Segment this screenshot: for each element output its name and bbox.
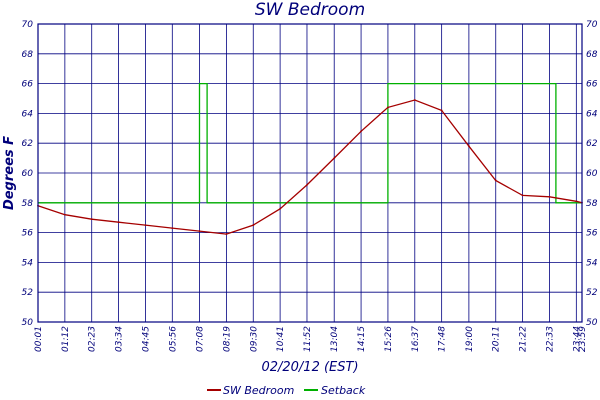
y-tick-label-left: 68 xyxy=(22,50,34,60)
data-point-sw-bedroom xyxy=(440,109,443,112)
y-tick-label-right: 70 xyxy=(586,20,598,30)
series-layer xyxy=(37,82,583,235)
y-tick-label-right: 60 xyxy=(586,169,598,179)
y-tick-label-right: 64 xyxy=(586,109,598,119)
x-tick-label: 03:34 xyxy=(115,326,125,352)
data-point-sw-bedroom xyxy=(413,99,416,101)
data-point-sw-bedroom xyxy=(360,130,362,133)
x-tick-label: 17:48 xyxy=(438,326,448,352)
data-point-sw-bedroom xyxy=(171,227,174,230)
data-point-sw-bedroom xyxy=(575,200,578,203)
y-ticks-left: 50 52 54 56 58 60 62 64 66 68 70 xyxy=(22,20,34,328)
y-tick-label-left: 70 xyxy=(22,20,34,30)
x-tick-label: 14:15 xyxy=(357,326,367,352)
y-tick-label-right: 62 xyxy=(586,139,598,149)
legend: SW Bedroom Setback xyxy=(207,384,366,397)
x-tick-label: 19:00 xyxy=(465,326,475,352)
data-point-sw-bedroom xyxy=(467,145,470,148)
y-axis-title: Degrees F xyxy=(2,136,17,210)
series-line-setback xyxy=(38,82,582,204)
plot-frame xyxy=(37,23,583,323)
x-tick-label: 13:04 xyxy=(330,326,340,352)
x-axis-title: 02/20/12 (EST) xyxy=(261,360,358,375)
x-tick-label: 00:01 xyxy=(34,326,44,352)
x-tick-label: 23:44 xyxy=(572,326,582,352)
y-tick-label-right: 54 xyxy=(586,258,598,268)
x-tick-label: 04:45 xyxy=(141,326,151,352)
y-tick-label-left: 66 xyxy=(22,80,34,90)
data-point-sw-bedroom xyxy=(333,157,336,160)
data-point-sw-bedroom xyxy=(117,221,120,224)
x-tick-label: 15:26 xyxy=(384,326,394,352)
chart-title: SW Bedroom xyxy=(255,0,365,20)
y-tick-label-left: 54 xyxy=(22,258,34,268)
y-tick-label-left: 56 xyxy=(22,229,34,239)
x-ticks: 00:01 01:12 02:23 03:34 04:45 05:56 07:08 08:19… xyxy=(34,326,588,352)
y-ticks-right: 50 52 54 56 58 60 62 64 66 68 70 xyxy=(586,20,598,328)
x-tick-label: 07:08 xyxy=(196,326,206,352)
x-tick-label: 16:37 xyxy=(411,326,421,352)
data-point-sw-bedroom xyxy=(225,233,228,235)
data-point-sw-bedroom xyxy=(90,218,93,221)
y-tick-label-left: 58 xyxy=(22,199,34,209)
series-line-sw-bedroom xyxy=(37,99,583,235)
data-point-sw-bedroom xyxy=(279,207,282,210)
y-tick-label-right: 56 xyxy=(586,229,598,239)
data-point-sw-bedroom xyxy=(548,195,551,198)
data-point-sw-bedroom xyxy=(63,213,66,216)
y-tick-label-left: 64 xyxy=(22,109,34,119)
y-tick-label-right: 66 xyxy=(586,80,598,90)
grid-lines xyxy=(37,23,583,323)
x-tick-label: 21:22 xyxy=(519,326,529,352)
data-point-sw-bedroom xyxy=(252,224,255,227)
legend-label-sw-bedroom: SW Bedroom xyxy=(223,384,294,397)
x-tick-label: 10:41 xyxy=(276,326,286,352)
y-tick-label-right: 68 xyxy=(586,50,598,60)
x-tick-label: 01:12 xyxy=(61,326,71,352)
y-tick-label-left: 52 xyxy=(22,288,34,298)
x-tick-label: 02:23 xyxy=(88,326,98,352)
x-tick-label: 22:33 xyxy=(545,326,555,352)
x-tick-label: 05:56 xyxy=(168,326,178,352)
y-tick-label-left: 50 xyxy=(22,318,34,328)
data-point-sw-bedroom xyxy=(306,184,308,186)
y-tick-label-left: 62 xyxy=(22,139,34,149)
legend-label-setback: Setback xyxy=(321,384,366,397)
x-tick-label: 09:30 xyxy=(249,326,259,352)
x-tick-label: 20:11 xyxy=(492,326,502,352)
data-point-sw-bedroom xyxy=(144,224,147,227)
data-point-sw-bedroom xyxy=(198,230,201,233)
x-tick-label: 23:59 xyxy=(578,326,588,352)
x-tick-label: 08:19 xyxy=(222,326,232,352)
y-tick-label-right: 52 xyxy=(586,288,598,298)
y-tick-label-right: 50 xyxy=(586,318,598,328)
y-tick-label-right: 58 xyxy=(586,199,598,209)
data-point-sw-bedroom xyxy=(387,106,389,109)
data-point-sw-bedroom xyxy=(521,194,524,197)
x-tick-label: 11:52 xyxy=(303,326,313,352)
y-tick-label-left: 60 xyxy=(22,169,34,179)
data-point-sw-bedroom xyxy=(494,179,497,182)
